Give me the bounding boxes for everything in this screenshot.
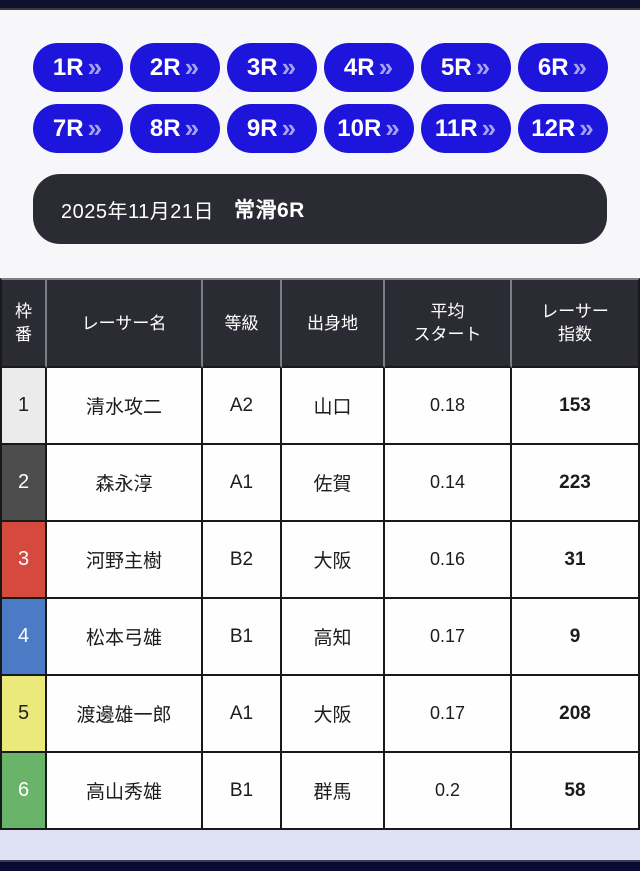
race-button-11r[interactable]: 11R»	[420, 104, 511, 153]
origin-cell: 高知	[282, 599, 385, 676]
racer-table: 枠 番 レーサー名 等級 出身地 平均 スタート レーサー 指数 1 清水攻二 …	[0, 278, 640, 830]
avg-start-cell: 0.16	[385, 522, 512, 599]
column-header-class: 等級	[203, 278, 282, 368]
double-chevron-icon: »	[475, 51, 491, 82]
bottom-chrome-bar	[0, 860, 640, 871]
frame-number-cell: 2	[0, 445, 47, 522]
race-button-8r[interactable]: 8R»	[129, 104, 220, 153]
double-chevron-icon: »	[281, 51, 297, 82]
race-button-5r[interactable]: 5R»	[420, 43, 511, 92]
race-info-bar: 2025年11月21日 常滑6R	[33, 174, 607, 244]
footer-background	[0, 830, 640, 860]
race-button-2r[interactable]: 2R»	[129, 43, 220, 92]
double-chevron-icon: »	[87, 112, 103, 143]
racer-index-cell: 58	[512, 753, 640, 830]
avg-start-cell: 0.17	[385, 676, 512, 753]
class-cell: A1	[203, 445, 282, 522]
race-button-7r[interactable]: 7R»	[32, 104, 123, 153]
avg-start-cell: 0.14	[385, 445, 512, 522]
column-header-index: レーサー 指数	[512, 278, 640, 368]
race-button-6r[interactable]: 6R»	[517, 43, 608, 92]
double-chevron-icon: »	[87, 51, 103, 82]
class-cell: B1	[203, 753, 282, 830]
racer-name-cell: 松本弓雄	[47, 599, 203, 676]
race-date: 2025年11月21日	[61, 200, 214, 223]
race-button-label: 5R	[440, 53, 472, 81]
main-content: 1R» 2R» 3R» 4R» 5R» 6R» 7R» 8R» 9R» 10R»…	[0, 10, 640, 830]
table-row: 1 清水攻二 A2 山口 0.18 153	[0, 368, 640, 445]
origin-cell: 山口	[282, 368, 385, 445]
race-button-10r[interactable]: 10R»	[323, 104, 414, 153]
race-button-label: 10R	[337, 114, 382, 142]
race-button-label: 1R	[52, 53, 84, 81]
frame-number-cell: 5	[0, 676, 47, 753]
double-chevron-icon: »	[579, 112, 594, 143]
racer-index-cell: 9	[512, 599, 640, 676]
race-button-label: 3R	[246, 53, 278, 81]
table-row: 4 松本弓雄 B1 高知 0.17 9	[0, 599, 640, 676]
race-button-9r[interactable]: 9R»	[226, 104, 317, 153]
column-header-frame: 枠 番	[0, 278, 47, 368]
avg-start-cell: 0.17	[385, 599, 512, 676]
racer-name-cell: 渡邊雄一郎	[47, 676, 203, 753]
race-venue-number: 常滑6R	[234, 199, 305, 222]
table-row: 6 高山秀雄 B1 群馬 0.2 58	[0, 753, 640, 830]
origin-cell: 大阪	[282, 676, 385, 753]
top-chrome-bar	[0, 0, 640, 10]
class-cell: A2	[203, 368, 282, 445]
race-button-label: 6R	[537, 53, 569, 81]
double-chevron-icon: »	[378, 51, 394, 82]
origin-cell: 大阪	[282, 522, 385, 599]
racer-name-cell: 森永淳	[47, 445, 203, 522]
double-chevron-icon: »	[385, 112, 400, 143]
race-button-12r[interactable]: 12R»	[517, 104, 608, 153]
race-button-label: 11R	[434, 114, 478, 142]
origin-cell: 佐賀	[282, 445, 385, 522]
avg-start-cell: 0.2	[385, 753, 512, 830]
frame-number-cell: 3	[0, 522, 47, 599]
race-button-label: 4R	[343, 53, 375, 81]
frame-number-cell: 4	[0, 599, 47, 676]
race-nav-row-2: 7R» 8R» 9R» 10R» 11R» 12R»	[0, 104, 640, 153]
double-chevron-icon: »	[281, 112, 297, 143]
double-chevron-icon: »	[481, 112, 497, 143]
racer-name-cell: 清水攻二	[47, 368, 203, 445]
race-button-label: 12R	[531, 114, 576, 142]
race-button-label: 2R	[149, 53, 181, 81]
column-header-name: レーサー名	[47, 278, 203, 368]
racer-index-cell: 223	[512, 445, 640, 522]
origin-cell: 群馬	[282, 753, 385, 830]
race-button-4r[interactable]: 4R»	[323, 43, 414, 92]
table-header-row: 枠 番 レーサー名 等級 出身地 平均 スタート レーサー 指数	[0, 278, 640, 368]
frame-number-cell: 1	[0, 368, 47, 445]
double-chevron-icon: »	[184, 112, 200, 143]
race-button-label: 9R	[246, 114, 278, 142]
race-button-label: 8R	[149, 114, 181, 142]
racer-index-cell: 208	[512, 676, 640, 753]
race-nav-row-1: 1R» 2R» 3R» 4R» 5R» 6R»	[0, 43, 640, 92]
column-header-avg-start: 平均 スタート	[385, 278, 512, 368]
avg-start-cell: 0.18	[385, 368, 512, 445]
column-header-origin: 出身地	[282, 278, 385, 368]
racer-index-cell: 153	[512, 368, 640, 445]
race-button-3r[interactable]: 3R»	[226, 43, 317, 92]
race-button-1r[interactable]: 1R»	[32, 43, 123, 92]
double-chevron-icon: »	[572, 51, 588, 82]
table-row: 3 河野主樹 B2 大阪 0.16 31	[0, 522, 640, 599]
frame-number-cell: 6	[0, 753, 47, 830]
racer-name-cell: 河野主樹	[47, 522, 203, 599]
race-number-nav: 1R» 2R» 3R» 4R» 5R» 6R» 7R» 8R» 9R» 10R»…	[0, 10, 640, 153]
race-button-label: 7R	[52, 114, 84, 142]
table-row: 2 森永淳 A1 佐賀 0.14 223	[0, 445, 640, 522]
class-cell: A1	[203, 676, 282, 753]
class-cell: B1	[203, 599, 282, 676]
class-cell: B2	[203, 522, 282, 599]
racer-name-cell: 高山秀雄	[47, 753, 203, 830]
table-row: 5 渡邊雄一郎 A1 大阪 0.17 208	[0, 676, 640, 753]
double-chevron-icon: »	[184, 51, 200, 82]
racer-index-cell: 31	[512, 522, 640, 599]
